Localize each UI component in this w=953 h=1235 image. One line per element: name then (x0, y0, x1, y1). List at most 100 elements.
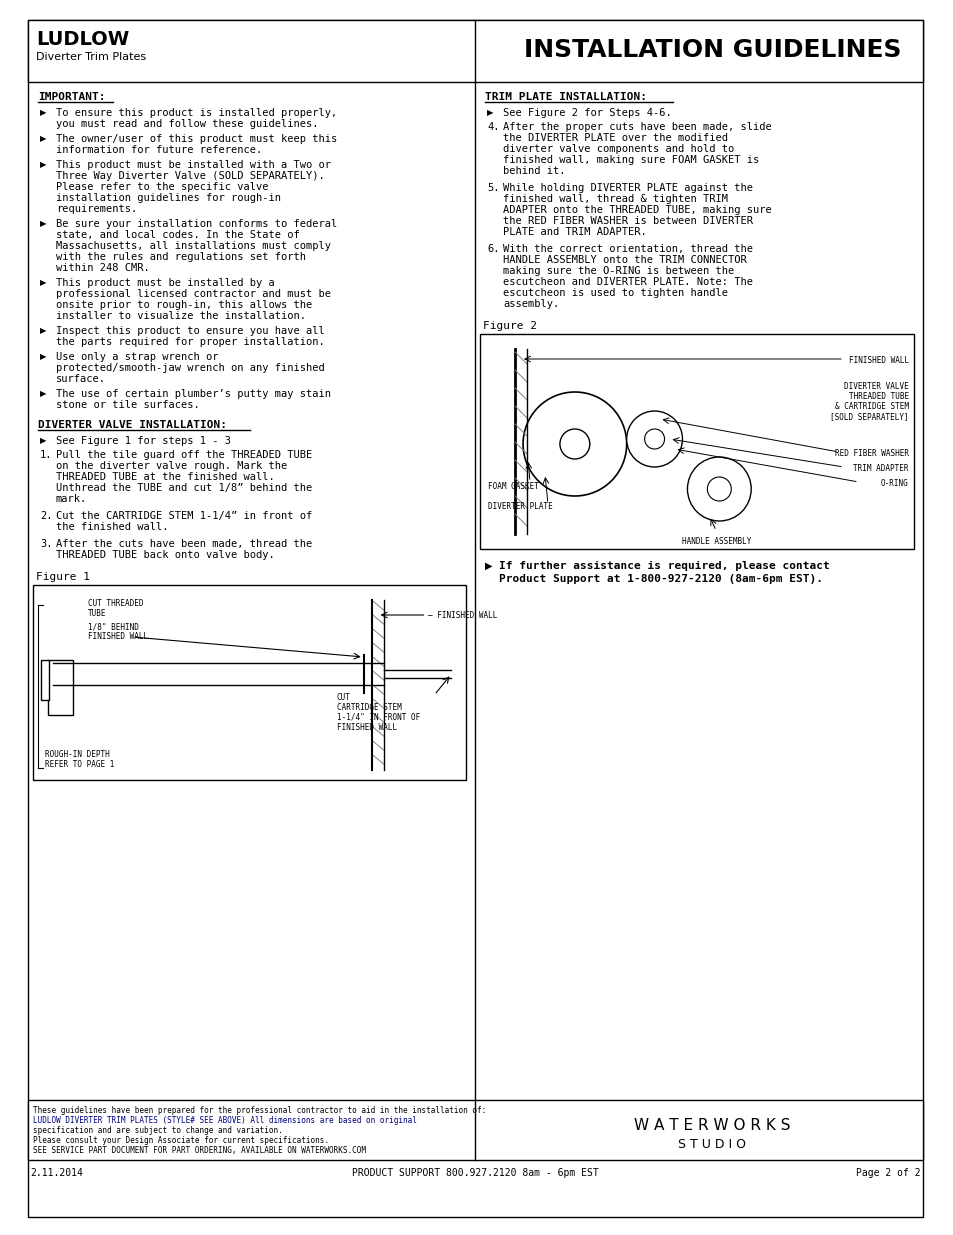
Text: ▶: ▶ (40, 219, 47, 228)
Text: professional licensed contractor and must be: professional licensed contractor and mus… (55, 289, 331, 299)
Text: Product Support at 1-800-927-2120 (8am-6pm EST).: Product Support at 1-800-927-2120 (8am-6… (498, 574, 822, 584)
Text: you must read and follow these guidelines.: you must read and follow these guideline… (55, 119, 318, 128)
Text: escutcheon and DIVERTER PLATE. Note: The: escutcheon and DIVERTER PLATE. Note: The (502, 277, 752, 287)
Text: ▶: ▶ (40, 352, 47, 361)
Text: the RED FIBER WASHER is between DIVERTER: the RED FIBER WASHER is between DIVERTER (502, 216, 752, 226)
Text: DIVERTER PLATE: DIVERTER PLATE (488, 501, 553, 511)
Text: If further assistance is required, please contact: If further assistance is required, pleas… (498, 561, 829, 571)
Text: specification and are subject to change and variation.: specification and are subject to change … (32, 1126, 282, 1135)
Text: This product must be installed by a: This product must be installed by a (55, 278, 274, 288)
Text: Massachusetts, all installations must comply: Massachusetts, all installations must co… (55, 241, 331, 251)
Text: TUBE: TUBE (88, 609, 106, 618)
Text: ▶: ▶ (485, 561, 492, 571)
Text: surface.: surface. (55, 374, 106, 384)
Text: ▶: ▶ (40, 389, 47, 398)
Text: Inspect this product to ensure you have all: Inspect this product to ensure you have … (55, 326, 324, 336)
Text: 5.: 5. (487, 183, 499, 193)
Text: CARTRIDGE STEM: CARTRIDGE STEM (336, 703, 401, 713)
Text: finished wall, making sure FOAM GASKET is: finished wall, making sure FOAM GASKET i… (502, 156, 759, 165)
Text: TRIM ADAPTER: TRIM ADAPTER (852, 464, 907, 473)
Text: 1.: 1. (40, 450, 52, 459)
Text: S T U D I O: S T U D I O (678, 1137, 745, 1151)
Text: HANDLE ASSEMBLY: HANDLE ASSEMBLY (681, 537, 750, 546)
Text: behind it.: behind it. (502, 165, 565, 177)
Text: stone or tile surfaces.: stone or tile surfaces. (55, 400, 199, 410)
Text: Page 2 of 2: Page 2 of 2 (855, 1168, 920, 1178)
Text: onsite prior to rough-in, this allows the: onsite prior to rough-in, this allows th… (55, 300, 312, 310)
Text: FOAM GASKET: FOAM GASKET (488, 482, 538, 492)
Text: Three Way Diverter Valve (SOLD SEPARATELY).: Three Way Diverter Valve (SOLD SEPARATEL… (55, 170, 324, 182)
Text: SEE SERVICE PART DOCUMENT FOR PART ORDERING, AVAILABLE ON WATERWORKS.COM: SEE SERVICE PART DOCUMENT FOR PART ORDER… (32, 1146, 366, 1155)
Text: Cut the CARTRIDGE STEM 1-1/4” in front of: Cut the CARTRIDGE STEM 1-1/4” in front o… (55, 511, 312, 521)
Text: state, and local codes. In the State of: state, and local codes. In the State of (55, 230, 299, 240)
Circle shape (644, 429, 664, 450)
Text: within 248 CMR.: within 248 CMR. (55, 263, 150, 273)
Text: on the diverter valve rough. Mark the: on the diverter valve rough. Mark the (55, 461, 287, 471)
Text: ADAPTER onto the THREADED TUBE, making sure: ADAPTER onto the THREADED TUBE, making s… (502, 205, 771, 215)
Text: the DIVERTER PLATE over the modified: the DIVERTER PLATE over the modified (502, 133, 727, 143)
Text: After the proper cuts have been made, slide: After the proper cuts have been made, sl… (502, 122, 771, 132)
Text: See Figure 2 for Steps 4-6.: See Figure 2 for Steps 4-6. (502, 107, 671, 119)
Text: diverter valve components and hold to: diverter valve components and hold to (502, 144, 734, 154)
Text: with the rules and regulations set forth: with the rules and regulations set forth (55, 252, 306, 262)
Text: — FINISHED WALL: — FINISHED WALL (428, 611, 497, 620)
Bar (48, 659, 72, 715)
Text: Figure 2: Figure 2 (483, 321, 537, 331)
Circle shape (522, 391, 626, 496)
Text: ▶: ▶ (40, 161, 47, 169)
Text: making sure the O-RING is between the: making sure the O-RING is between the (502, 266, 734, 275)
Bar (28, 20, 922, 82)
Text: To ensure this product is installed properly,: To ensure this product is installed prop… (55, 107, 336, 119)
Text: INSTALLATION GUIDELINES: INSTALLATION GUIDELINES (523, 38, 901, 62)
Text: While holding DIVERTER PLATE against the: While holding DIVERTER PLATE against the (502, 183, 752, 193)
Text: Please consult your Design Associate for current specifications.: Please consult your Design Associate for… (32, 1136, 329, 1145)
Text: 4.: 4. (487, 122, 499, 132)
Text: CUT THREADED: CUT THREADED (88, 599, 143, 608)
Text: The owner/user of this product must keep this: The owner/user of this product must keep… (55, 135, 336, 144)
Text: FINISHED WALL: FINISHED WALL (336, 722, 396, 732)
Text: PLATE and TRIM ADAPTER.: PLATE and TRIM ADAPTER. (502, 227, 646, 237)
Text: REFER TO PAGE 1: REFER TO PAGE 1 (45, 760, 114, 769)
Text: DIVERTER VALVE: DIVERTER VALVE (843, 382, 907, 391)
Text: See Figure 1 for steps 1 - 3: See Figure 1 for steps 1 - 3 (55, 436, 231, 446)
Text: ▶: ▶ (40, 436, 47, 445)
Text: DIVERTER VALVE INSTALLATION:: DIVERTER VALVE INSTALLATION: (38, 420, 227, 430)
Text: [SOLD SEPARATELY]: [SOLD SEPARATELY] (829, 412, 907, 421)
Text: the parts required for proper installation.: the parts required for proper installati… (55, 337, 324, 347)
Circle shape (626, 411, 681, 467)
Text: Figure 1: Figure 1 (36, 572, 90, 582)
Circle shape (559, 429, 589, 459)
Text: Use only a strap wrench or: Use only a strap wrench or (55, 352, 218, 362)
Text: Pull the tile guard off the THREADED TUBE: Pull the tile guard off the THREADED TUB… (55, 450, 312, 459)
Text: assembly.: assembly. (502, 299, 558, 309)
Text: ▶: ▶ (40, 278, 47, 287)
Text: 2.11.2014: 2.11.2014 (30, 1168, 83, 1178)
Text: PRODUCT SUPPORT 800.927.2120 8am - 6pm EST: PRODUCT SUPPORT 800.927.2120 8am - 6pm E… (352, 1168, 598, 1178)
Bar (479, 333, 913, 550)
Text: LUDLOW DIVERTER TRIM PLATES (STYLE# SEE ABOVE) All dimensions are based on origi: LUDLOW DIVERTER TRIM PLATES (STYLE# SEE … (32, 1116, 416, 1125)
Text: HANDLE ASSEMBLY onto the TRIM CONNECTOR: HANDLE ASSEMBLY onto the TRIM CONNECTOR (502, 254, 746, 266)
Text: LUDLOW: LUDLOW (36, 30, 129, 49)
Bar (41, 659, 49, 700)
Text: THREADED TUBE: THREADED TUBE (847, 391, 907, 401)
Text: information for future reference.: information for future reference. (55, 144, 262, 156)
Text: ▶: ▶ (40, 107, 47, 117)
Text: requirements.: requirements. (55, 204, 137, 214)
Text: 3.: 3. (40, 538, 52, 550)
Circle shape (706, 477, 731, 501)
Text: 2.: 2. (40, 511, 52, 521)
Text: 6.: 6. (487, 245, 499, 254)
Text: The use of certain plumber’s putty may stain: The use of certain plumber’s putty may s… (55, 389, 331, 399)
Text: THREADED TUBE back onto valve body.: THREADED TUBE back onto valve body. (55, 550, 274, 559)
Text: installer to visualize the installation.: installer to visualize the installation. (55, 311, 306, 321)
Text: This product must be installed with a Two or: This product must be installed with a Tw… (55, 161, 331, 170)
Text: ROUGH-IN DEPTH: ROUGH-IN DEPTH (45, 750, 110, 760)
Text: With the correct orientation, thread the: With the correct orientation, thread the (502, 245, 752, 254)
Text: Be sure your installation conforms to federal: Be sure your installation conforms to fe… (55, 219, 336, 228)
Text: ▶: ▶ (40, 135, 47, 143)
Text: the finished wall.: the finished wall. (55, 522, 168, 532)
Text: finished wall, thread & tighten TRIM: finished wall, thread & tighten TRIM (502, 194, 727, 204)
Text: 1-1/4" IN FRONT OF: 1-1/4" IN FRONT OF (336, 713, 419, 722)
Text: TRIM PLATE INSTALLATION:: TRIM PLATE INSTALLATION: (485, 91, 646, 103)
Text: Unthread the TUBE and cut 1/8” behind the: Unthread the TUBE and cut 1/8” behind th… (55, 483, 312, 493)
